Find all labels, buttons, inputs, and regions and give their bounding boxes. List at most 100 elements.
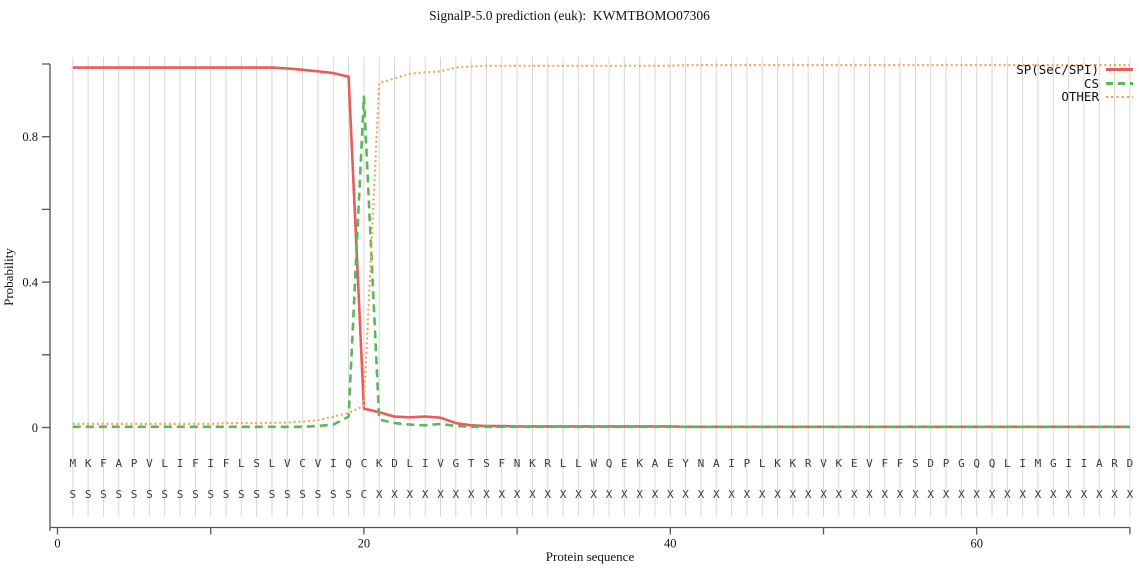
sequence-letter: V xyxy=(284,457,291,470)
annotation-letter: S xyxy=(115,488,122,501)
annotation-letter: S xyxy=(223,488,230,501)
annotation-letter: X xyxy=(590,488,597,501)
sequence-letter: L xyxy=(161,457,168,470)
annotation-letter: S xyxy=(85,488,92,501)
legend-label-sp: SP(Sec/SPI) xyxy=(1016,62,1099,77)
annotation-letter: X xyxy=(514,488,521,501)
sequence-letter: Y xyxy=(682,457,689,470)
annotation-letter: S xyxy=(330,488,337,501)
sequence-letter: K xyxy=(376,457,383,470)
series-line-sp-sec-spi xyxy=(72,66,1130,429)
annotation-letter: X xyxy=(989,488,996,501)
annotation-letter: X xyxy=(1065,488,1072,501)
sequence-letter: M xyxy=(70,457,77,470)
sequence-letter: Q xyxy=(606,457,613,470)
annotation-letter: X xyxy=(407,488,414,501)
sequence-letter: L xyxy=(269,457,276,470)
annotation-letter: S xyxy=(161,488,168,501)
sequence-letter: T xyxy=(468,457,475,470)
annotation-letter: X xyxy=(774,488,781,501)
annotation-letter: X xyxy=(606,488,613,501)
sequence-letter: A xyxy=(115,457,122,470)
sequence-letter: F xyxy=(498,457,505,470)
sequence-letter: G xyxy=(1050,457,1057,470)
sequence-letter: M xyxy=(1035,457,1042,470)
annotation-letter: X xyxy=(560,488,567,501)
sequence-letter: I xyxy=(1065,457,1072,470)
annotation-letter: S xyxy=(284,488,291,501)
annotation-letter: X xyxy=(1111,488,1118,501)
annotation-letter: X xyxy=(836,488,843,501)
sequence-letter: I xyxy=(330,457,337,470)
sequence-letter: N xyxy=(514,457,521,470)
sequence-letter: K xyxy=(836,457,843,470)
sequence-letter: P xyxy=(943,457,950,470)
annotation-letter: X xyxy=(866,488,873,501)
sequence-letter: P xyxy=(131,457,138,470)
annotation-letter: X xyxy=(958,488,965,501)
annotation-letter: X xyxy=(453,488,460,501)
annotation-letter: S xyxy=(238,488,245,501)
annotation-letter: X xyxy=(1050,488,1057,501)
sequence-letter: Q xyxy=(973,457,980,470)
sequence-letter: I xyxy=(728,457,735,470)
annotation-letter: S xyxy=(299,488,306,501)
annotation-letter: X xyxy=(851,488,858,501)
sequence-letter: F xyxy=(192,457,199,470)
annotation-letter: S xyxy=(253,488,260,501)
legend-item-other: OTHER xyxy=(1016,90,1133,104)
sequence-letter: A xyxy=(1096,457,1103,470)
annotation-letter: S xyxy=(100,488,107,501)
y-tick-label: 0 xyxy=(32,421,38,435)
sequence-letter: R xyxy=(544,457,551,470)
annotation-letter: X xyxy=(897,488,904,501)
annotation-letter: X xyxy=(1096,488,1103,501)
sequence-letter: V xyxy=(437,457,444,470)
sequence-letter: S xyxy=(912,457,919,470)
legend-item-cs: CS xyxy=(1016,76,1133,91)
sequence-letter: L xyxy=(407,457,414,470)
annotation-letter: S xyxy=(207,488,214,501)
annotation-letter: X xyxy=(1019,488,1026,501)
sequence-letter: I xyxy=(177,457,184,470)
sequence-letter: K xyxy=(529,457,536,470)
sequence-letter: A xyxy=(713,457,720,470)
annotation-letter: C xyxy=(361,488,368,501)
annotation-letter: X xyxy=(759,488,766,501)
sequence-letter: E xyxy=(621,457,628,470)
sequence-letter: G xyxy=(958,457,965,470)
sequence-letter: V xyxy=(820,457,827,470)
sequence-letter: E xyxy=(667,457,674,470)
annotation-letter: S xyxy=(315,488,322,501)
sequence-letter: K xyxy=(85,457,92,470)
sp-line-swatch xyxy=(1106,68,1133,72)
annotation-letter: X xyxy=(376,488,383,501)
x-tick-label: 20 xyxy=(358,537,371,551)
annotation-letter: X xyxy=(652,488,659,501)
annotation-letter: S xyxy=(345,488,352,501)
sequence-letter: L xyxy=(1004,457,1011,470)
series-line-cs xyxy=(72,95,1130,429)
x-axis-label: Protein sequence xyxy=(545,549,635,564)
sequence-letter: S xyxy=(483,457,490,470)
y-tick-label: 0.4 xyxy=(22,276,38,290)
annotation-letter: X xyxy=(912,488,919,501)
annotation-letter: X xyxy=(422,488,429,501)
annotation-letter: X xyxy=(790,488,797,501)
series-line-other xyxy=(72,63,1130,425)
annotation-letter: S xyxy=(70,488,77,501)
sequence-letter: K xyxy=(774,457,781,470)
annotation-letter: X xyxy=(1127,488,1134,501)
annotation-letter: X xyxy=(805,488,812,501)
y-tick-label: 0.8 xyxy=(22,130,38,144)
annotation-letter: X xyxy=(544,488,551,501)
other-line-swatch xyxy=(1106,95,1133,99)
annotation-letter: X xyxy=(820,488,827,501)
legend-item-sp: SP(Sec/SPI) xyxy=(1016,63,1133,77)
sequence-letter: V xyxy=(146,457,153,470)
sequence-letter: L xyxy=(560,457,567,470)
sequence-letter: C xyxy=(299,457,306,470)
x-tick-label: 60 xyxy=(970,537,983,551)
sequence-letter: V xyxy=(315,457,322,470)
annotation-letter: X xyxy=(973,488,980,501)
